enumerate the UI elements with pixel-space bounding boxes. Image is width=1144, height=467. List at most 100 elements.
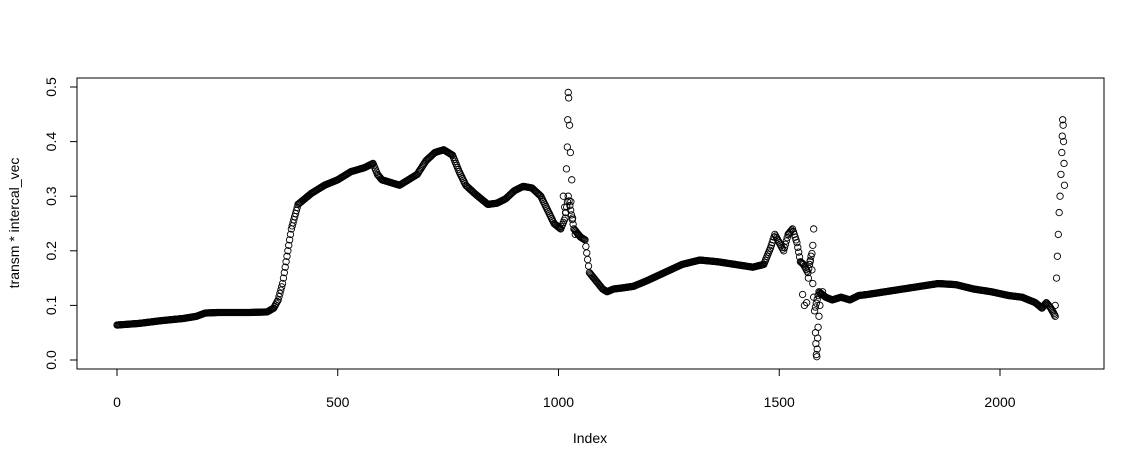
data-point [805,264,813,273]
data-point [809,241,817,249]
data-point [799,290,807,299]
data-point [780,243,789,252]
data-point [1058,148,1066,157]
data-point [814,334,822,342]
data-point [806,258,814,266]
data-point [816,301,824,310]
data-point [565,121,574,129]
y-tick-label: 0.1 [43,295,59,315]
data-point [812,299,820,307]
data-point [1055,208,1063,217]
data-point [1054,230,1062,239]
data-point [278,283,286,291]
x-tick-label: 500 [326,394,350,410]
data-point [808,266,816,274]
y-tick-label: 0.0 [43,350,59,370]
data-point [565,94,573,102]
data-point [583,249,591,257]
data-point [810,225,818,233]
x-axis: 0 500 1000 1500 2000 [113,368,1016,410]
y-axis-label: transm * intercal_vec [6,158,22,289]
data-point [793,238,801,247]
y-axis: 0.0 0.1 0.2 0.3 0.4 0.5 [43,77,78,370]
data-point [1056,192,1064,200]
x-axis-label: Index [573,430,607,446]
x-tick-label: 2000 [984,394,1015,410]
data-point [813,295,821,304]
data-point [561,203,569,211]
data-point [780,247,788,255]
data-point [561,208,570,217]
data-point [781,240,790,248]
data-point [580,235,588,243]
data-point [276,289,284,298]
data-point [559,192,568,200]
data-point [283,252,291,260]
data-point [1059,137,1068,146]
data-point [579,235,587,243]
data-point [818,288,827,296]
y-tick-label: 0.5 [43,77,59,97]
data-point [556,224,564,232]
data-point [1051,312,1059,320]
data-point [562,165,571,173]
data-point [813,345,821,353]
data-point [1059,121,1067,129]
data-point [815,312,823,320]
data-point [568,176,576,184]
data-point [280,268,288,277]
data-point [566,201,574,210]
data-point [810,293,818,301]
data-point [274,296,282,304]
data-point [583,255,592,264]
data-point [812,339,820,348]
data-point [1060,181,1069,189]
x-tick-label: 1000 [543,394,574,410]
data-point [795,248,803,256]
data-point [554,223,562,231]
y-tick-label: 0.4 [43,132,59,152]
data-point [568,214,577,222]
data-point [810,307,819,315]
x-tick-label: 1500 [764,394,795,410]
data-point [564,88,572,97]
data-point [273,297,281,306]
data-point [564,116,572,124]
plot-box [76,77,1105,370]
data-point [282,258,290,266]
data-point [794,243,802,252]
data-point [1060,159,1068,168]
x-tick-label: 0 [113,394,121,410]
data-point [809,279,817,288]
data-point [582,242,590,251]
data-point [584,262,593,270]
data-point [278,279,287,288]
data-point [279,274,288,282]
y-tick-label: 0.3 [43,186,59,206]
data-point [1057,170,1065,179]
data-point [1052,274,1061,282]
data-point [285,236,294,244]
data-point [782,237,790,245]
data-point [808,249,816,258]
data-point [802,299,811,307]
data-point [285,241,293,249]
data-point [284,247,292,255]
data-point [566,148,575,157]
data-point [804,274,813,282]
data-point [277,286,285,294]
data-point [811,303,820,311]
y-tick-label: 0.2 [43,241,59,261]
data-point [813,353,821,361]
data-point [1051,301,1059,310]
data-point [814,323,822,331]
data-point [281,263,289,271]
data-point [1058,132,1066,140]
data-points [113,88,1069,361]
data-point [574,230,582,239]
data-point [571,230,579,239]
data-point [563,143,571,151]
data-point [1059,116,1067,124]
data-point [286,230,295,239]
